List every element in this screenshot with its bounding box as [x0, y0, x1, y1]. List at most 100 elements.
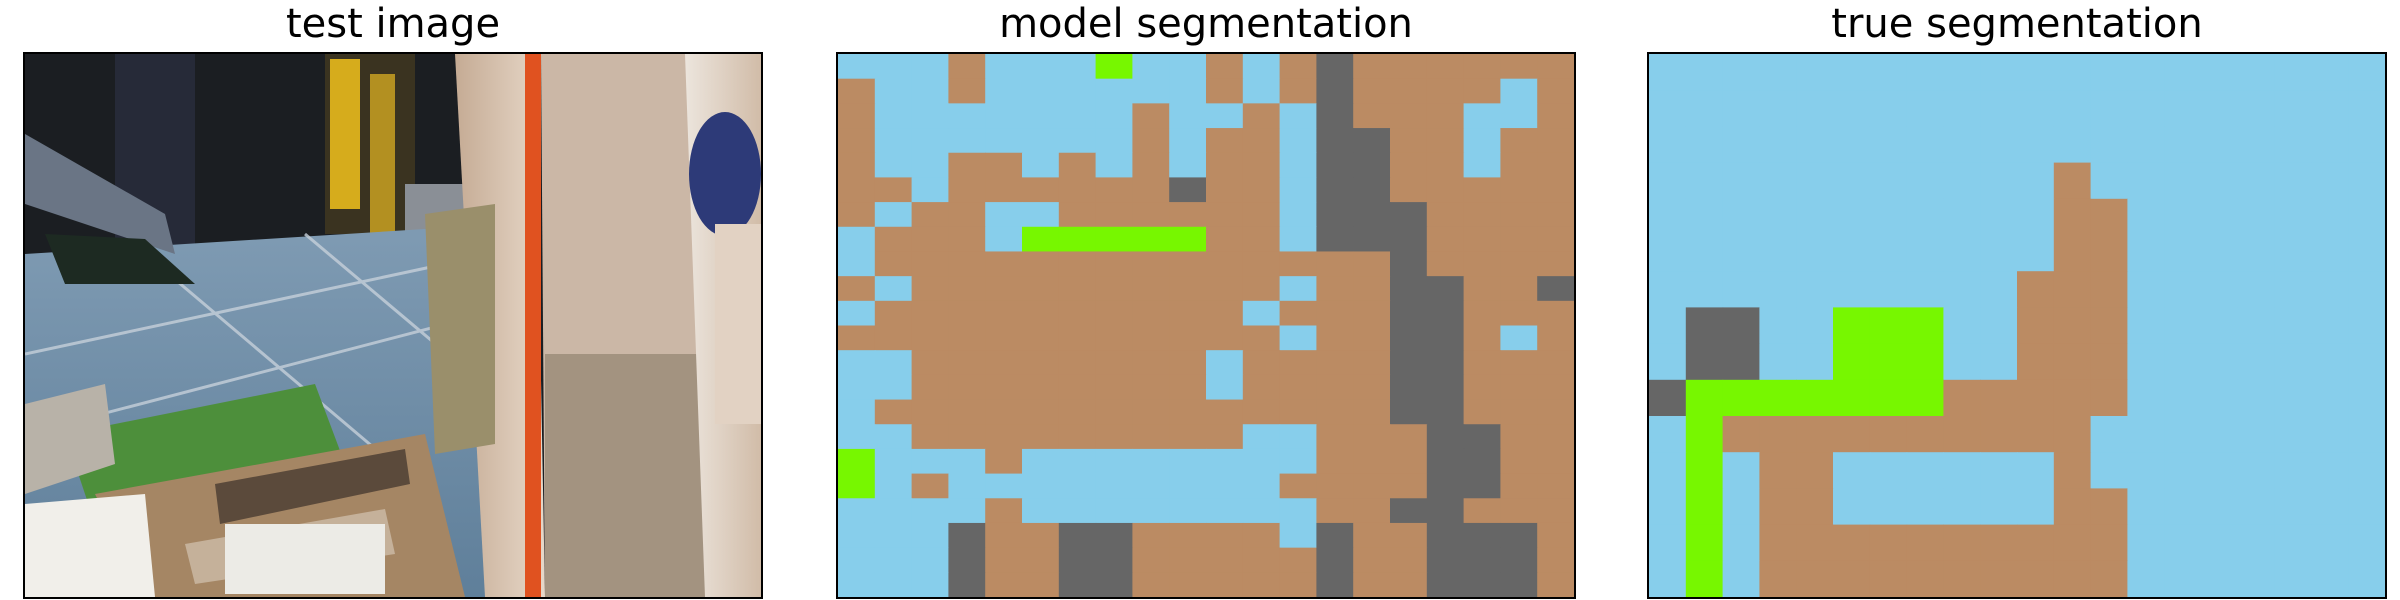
model-segmentation-cell	[1500, 522, 1538, 549]
true-segmentation-cell	[2053, 235, 2092, 272]
true-segmentation-cell	[2274, 126, 2312, 164]
model-segmentation-cell	[1095, 202, 1133, 228]
model-segmentation-cell	[948, 547, 986, 573]
model-segmentation-cell	[1279, 399, 1317, 425]
true-segmentation-cell	[1869, 343, 1908, 381]
true-segmentation-cell	[2311, 343, 2349, 381]
true-segmentation-cell	[1649, 488, 1687, 526]
model-segmentation-cell	[1537, 498, 1574, 524]
model-segmentation-cell	[985, 448, 1023, 475]
true-segmentation-cell	[2274, 54, 2312, 91]
model-segmentation-cell	[1242, 350, 1281, 376]
true-segmentation-cell	[1980, 271, 2018, 308]
true-segmentation-cell	[1722, 54, 1760, 91]
true-segmentation-cell	[2017, 54, 2055, 91]
model-segmentation-cell	[1316, 399, 1354, 425]
true-segmentation-cell	[1796, 235, 1834, 272]
true-segmentation-cell	[2201, 379, 2239, 417]
model-segmentation-cell	[1537, 399, 1574, 425]
model-segmentation-cell	[1463, 251, 1501, 277]
model-segmentation-cell	[1169, 325, 1207, 351]
true-segmentation-cell	[1833, 379, 1871, 417]
model-segmentation-cell	[1426, 177, 1465, 203]
true-segmentation-cell	[1869, 162, 1908, 200]
model-segmentation-cell	[1500, 226, 1538, 253]
true-segmentation-cell	[1869, 235, 1908, 272]
model-segmentation-cell	[1132, 522, 1170, 549]
true-segmentation-cell	[2017, 126, 2055, 164]
model-segmentation-cell	[1316, 325, 1354, 351]
model-segmentation-cell	[1279, 276, 1317, 302]
model-segmentation-cell	[1095, 54, 1133, 80]
model-segmentation-cell	[911, 522, 949, 549]
true-segmentation-cell	[2017, 271, 2055, 308]
true-segmentation-cell	[2090, 235, 2128, 272]
model-segmentation-cell	[1095, 522, 1133, 549]
true-segmentation-cell	[1943, 271, 1981, 308]
true-segmentation-cell	[1796, 379, 1834, 417]
model-segmentation-cell	[1463, 498, 1501, 524]
model-segmentation-cell	[1058, 202, 1097, 228]
model-segmentation-cell	[1169, 152, 1207, 179]
model-segmentation-cell	[985, 128, 1023, 154]
model-segmentation-cell	[1426, 498, 1465, 524]
model-segmentation-cell	[1316, 226, 1354, 253]
true-segmentation-cell	[2201, 524, 2239, 562]
model-segmentation-cell	[1426, 128, 1465, 154]
true-segmentation-cell	[2090, 54, 2128, 91]
model-segmentation-cell	[1279, 325, 1317, 351]
true-segmentation-cell	[2237, 488, 2276, 526]
true-segmentation-cell	[2127, 379, 2165, 417]
model-segmentation-grid	[838, 54, 1574, 597]
model-segmentation-cell	[1169, 177, 1207, 203]
model-segmentation-cell	[1132, 448, 1170, 475]
true-segmentation-cell	[1722, 235, 1760, 272]
model-segmentation-cell	[948, 448, 986, 475]
model-segmentation-cell	[911, 251, 949, 277]
model-segmentation-cell	[1353, 226, 1391, 253]
true-segmentation-cell	[1869, 54, 1908, 91]
model-segmentation-cell	[1463, 300, 1501, 327]
true-segmentation-cell	[2053, 162, 2092, 200]
true-segmentation-cell	[2311, 126, 2349, 164]
model-segmentation-cell	[1058, 424, 1097, 450]
model-segmentation-cell	[1390, 448, 1428, 475]
true-segmentation-cell	[1649, 560, 1687, 597]
panel-title-true-segmentation: true segmentation	[1831, 1, 2203, 47]
model-segmentation-cell	[1279, 350, 1317, 376]
true-segmentation-cell	[2311, 271, 2349, 308]
model-segmentation-cell	[1316, 152, 1354, 179]
true-segmentation-cell	[2201, 235, 2239, 272]
model-segmentation-cell	[985, 399, 1023, 425]
model-segmentation-cell	[948, 78, 986, 104]
model-segmentation-cell	[1095, 448, 1133, 475]
model-segmentation-cell	[1095, 152, 1133, 179]
model-segmentation-cell	[1390, 522, 1428, 549]
model-segmentation-cell	[1022, 572, 1060, 597]
true-segmentation-cell	[2090, 271, 2128, 308]
model-segmentation-cell	[1022, 251, 1060, 277]
true-segmentation-cell	[2237, 416, 2276, 453]
model-segmentation-cell	[1022, 300, 1060, 327]
model-segmentation-cell	[1390, 547, 1428, 573]
model-segmentation-cell	[1316, 522, 1354, 549]
model-segmentation-cell	[1058, 226, 1097, 253]
true-segmentation-cell	[2201, 198, 2239, 236]
model-segmentation-cell	[874, 374, 913, 401]
model-segmentation-cell	[1169, 103, 1207, 129]
model-segmentation-cell	[838, 276, 876, 302]
model-segmentation-cell	[1316, 128, 1354, 154]
model-segmentation-cell	[985, 325, 1023, 351]
model-segmentation-cell	[1537, 78, 1574, 104]
model-segmentation-cell	[838, 300, 876, 327]
model-segmentation-cell	[1463, 448, 1501, 475]
true-segmentation-cell	[2127, 54, 2165, 91]
model-segmentation-cell	[1390, 54, 1428, 80]
true-segmentation-cell	[1649, 379, 1687, 417]
true-segmentation-cell	[1649, 198, 1687, 236]
model-segmentation-cell	[1242, 547, 1281, 573]
model-segmentation-cell	[911, 399, 949, 425]
true-segmentation-cell	[1906, 54, 1944, 91]
model-segmentation-cell	[1058, 276, 1097, 302]
model-segmentation-cell	[1206, 522, 1244, 549]
